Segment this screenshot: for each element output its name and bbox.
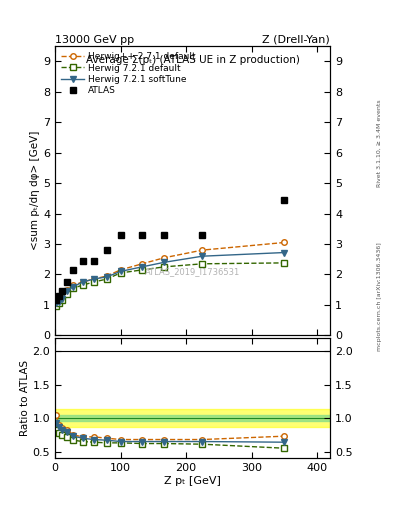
Text: ATLAS_2019_I1736531: ATLAS_2019_I1736531 (145, 267, 240, 276)
ATLAS (162, 232, 167, 238)
Herwig 7.2.1 default (140, 267, 145, 273)
Herwig 7.2.1 default (80, 282, 85, 288)
ATLAS (91, 258, 96, 264)
Text: 13000 GeV pp: 13000 GeV pp (55, 34, 134, 45)
Herwig 7.2.1 softTune (64, 288, 69, 294)
Herwig 7.2.1 default (60, 297, 64, 304)
Herwig++ 2.7.1 default (57, 297, 61, 304)
Herwig 7.2.1 default (282, 260, 286, 266)
Legend: Herwig++ 2.7.1 default, Herwig 7.2.1 default, Herwig 7.2.1 softTune, ATLAS: Herwig++ 2.7.1 default, Herwig 7.2.1 def… (59, 51, 197, 97)
Herwig 7.2.1 softTune (118, 268, 123, 274)
ATLAS (118, 232, 123, 238)
Herwig 7.2.1 softTune (282, 249, 286, 255)
ATLAS (105, 247, 109, 253)
Herwig++ 2.7.1 default (282, 240, 286, 246)
Herwig++ 2.7.1 default (105, 273, 109, 279)
Herwig 7.2.1 default (64, 291, 69, 297)
Herwig 7.2.1 softTune (71, 284, 76, 290)
Herwig 7.2.1 softTune (60, 296, 64, 302)
ATLAS (64, 279, 69, 285)
ATLAS (200, 232, 205, 238)
Line: Herwig 7.2.1 default: Herwig 7.2.1 default (53, 260, 287, 309)
Herwig 7.2.1 default (200, 261, 205, 267)
ATLAS (282, 197, 286, 203)
Herwig 7.2.1 default (57, 301, 61, 307)
Herwig++ 2.7.1 default (162, 254, 167, 261)
ATLAS (71, 267, 76, 273)
Herwig 7.2.1 default (54, 303, 59, 309)
Line: Herwig++ 2.7.1 default: Herwig++ 2.7.1 default (53, 240, 287, 305)
ATLAS (80, 258, 85, 264)
Herwig 7.2.1 softTune (105, 274, 109, 280)
Text: Z (Drell-Yan): Z (Drell-Yan) (263, 34, 330, 45)
Herwig 7.2.1 softTune (57, 299, 61, 305)
Herwig 7.2.1 default (118, 270, 123, 276)
Herwig 7.2.1 default (71, 285, 76, 291)
Line: Herwig 7.2.1 softTune: Herwig 7.2.1 softTune (53, 250, 287, 306)
Herwig 7.2.1 default (162, 264, 167, 270)
ATLAS (54, 297, 59, 304)
Herwig 7.2.1 default (91, 279, 96, 285)
ATLAS (60, 288, 64, 294)
ATLAS (57, 293, 61, 299)
ATLAS (140, 232, 145, 238)
Herwig 7.2.1 softTune (140, 264, 145, 270)
Herwig 7.2.1 softTune (200, 253, 205, 259)
Herwig 7.2.1 default (105, 276, 109, 282)
Herwig++ 2.7.1 default (118, 267, 123, 273)
Herwig++ 2.7.1 default (140, 261, 145, 267)
Y-axis label: Ratio to ATLAS: Ratio to ATLAS (20, 360, 29, 436)
Herwig 7.2.1 softTune (80, 279, 85, 285)
Herwig++ 2.7.1 default (71, 282, 76, 288)
Text: mcplots.cern.ch [arXiv:1306.3436]: mcplots.cern.ch [arXiv:1306.3436] (377, 243, 382, 351)
Herwig++ 2.7.1 default (80, 279, 85, 285)
Herwig++ 2.7.1 default (200, 247, 205, 253)
Herwig 7.2.1 softTune (54, 301, 59, 307)
Herwig++ 2.7.1 default (60, 294, 64, 301)
Text: Rivet 3.1.10, ≥ 3.4M events: Rivet 3.1.10, ≥ 3.4M events (377, 99, 382, 187)
Text: Average Σ(pₜ) (ATLAS UE in Z production): Average Σ(pₜ) (ATLAS UE in Z production) (86, 55, 299, 65)
Line: ATLAS: ATLAS (53, 197, 288, 304)
Herwig++ 2.7.1 default (64, 287, 69, 293)
X-axis label: Z pₜ [GeV]: Z pₜ [GeV] (164, 476, 221, 486)
Herwig++ 2.7.1 default (54, 299, 59, 305)
Y-axis label: <sum pₜ/dη dφ> [GeV]: <sum pₜ/dη dφ> [GeV] (30, 131, 40, 250)
Herwig 7.2.1 softTune (91, 276, 96, 282)
Herwig 7.2.1 softTune (162, 259, 167, 265)
Herwig++ 2.7.1 default (91, 276, 96, 282)
